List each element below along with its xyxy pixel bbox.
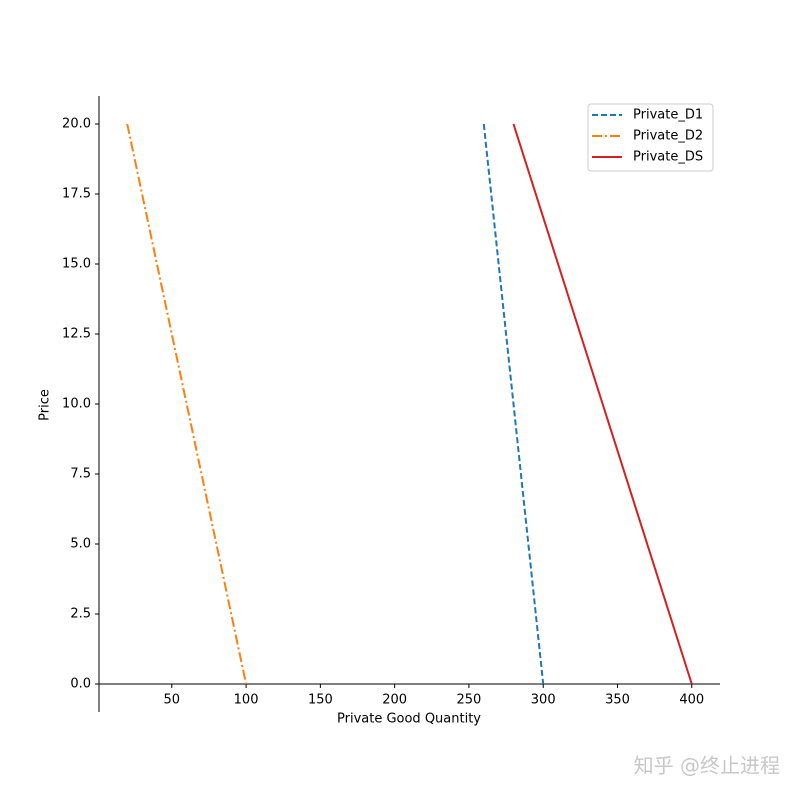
x-tick-label: 150 bbox=[308, 693, 333, 708]
y-tick-label: 12.5 bbox=[62, 327, 91, 342]
legend-label: Private_D1 bbox=[633, 108, 703, 123]
x-tick-label: 250 bbox=[457, 693, 482, 708]
x-tick-label: 300 bbox=[531, 693, 556, 708]
x-tick-label: 50 bbox=[164, 693, 181, 708]
x-axis-label: Private Good Quantity bbox=[337, 712, 481, 727]
data-line bbox=[482, 123, 545, 685]
x-tick-label: 400 bbox=[679, 693, 704, 708]
y-tick-label: 5.0 bbox=[70, 537, 91, 552]
y-tick-label: 2.5 bbox=[70, 607, 91, 622]
watermark: 知乎 @终止进程 bbox=[634, 754, 780, 778]
x-tick-label: 200 bbox=[382, 693, 407, 708]
y-tick-label: 20.0 bbox=[62, 117, 91, 132]
data-line bbox=[512, 123, 693, 685]
legend-label: Private_DS bbox=[633, 150, 703, 165]
y-tick-label: 10.0 bbox=[62, 397, 91, 412]
legend-label: Private_D2 bbox=[633, 129, 703, 144]
x-tick-label: 100 bbox=[234, 693, 259, 708]
y-axis-label: Price bbox=[38, 389, 53, 421]
y-tick-label: 17.5 bbox=[62, 187, 91, 202]
data-line bbox=[126, 123, 248, 685]
y-tick-label: 0.0 bbox=[70, 677, 91, 692]
y-tick-label: 7.5 bbox=[70, 467, 91, 482]
y-tick-label: 15.0 bbox=[62, 257, 91, 272]
x-tick-label: 350 bbox=[605, 693, 630, 708]
legend-box bbox=[587, 103, 714, 172]
